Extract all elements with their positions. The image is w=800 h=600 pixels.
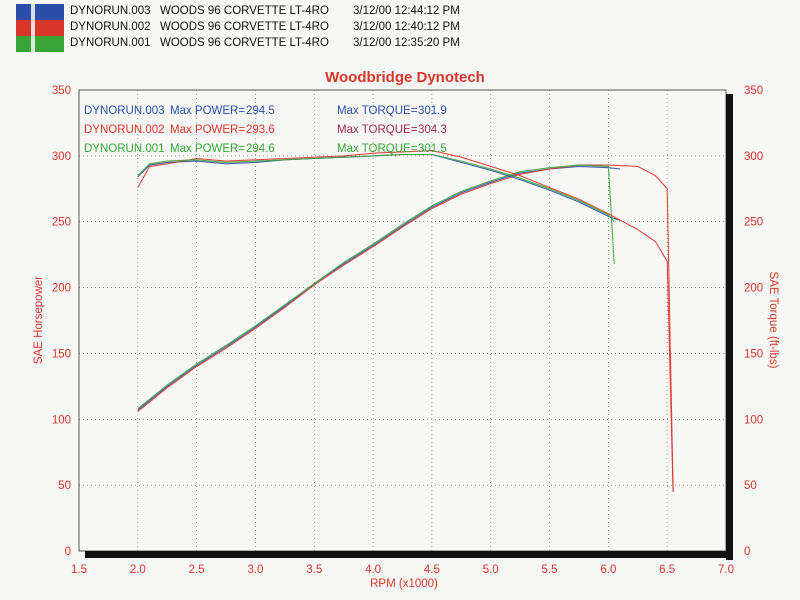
x-tick-label: 2.0	[130, 564, 146, 576]
annotation-power-label: Max POWER=	[170, 105, 245, 117]
y-tick-label-left: 150	[52, 348, 71, 360]
y-tick-label-right: 0	[744, 546, 750, 558]
annotation-torque-value: 301.9	[418, 105, 447, 117]
run-legend-header: DYNORUN.003 WOODS 96 CORVETTE LT-4RO 3/1…	[8, 4, 568, 52]
x-tick-label: 4.0	[365, 564, 381, 576]
tick-labels: 1.5 2.0 2.5 3.0 3.5 4.0 4.5 5.0 5.5 6.0 6.5 7.0 0 0 50…	[52, 85, 763, 576]
legend-row-run-001: DYNORUN.001 WOODS 96 CORVETTE LT-4RO 3/1…	[8, 36, 568, 52]
annotation-power-value: 294.6	[246, 143, 275, 155]
frame-shadow-right	[726, 94, 733, 560]
annotation-run-001: DYNORUN.001 Max POWER= 294.6 Max TORQUE=…	[84, 143, 447, 155]
y-tick-label-right: 150	[744, 348, 763, 360]
x-tick-label: 4.5	[424, 564, 440, 576]
annotation-torque-label: Max TORQUE=	[337, 124, 418, 136]
y-tick-label-right: 250	[744, 217, 763, 229]
run-id: DYNORUN.003	[70, 5, 151, 17]
y-tick-label-right: 200	[744, 283, 763, 295]
y-tick-label-left: 350	[52, 85, 71, 97]
series-line-power-dynorun-002	[137, 164, 674, 492]
y-tick-label-right: 300	[744, 151, 763, 163]
series-line-torque-dynorun-001	[137, 153, 615, 223]
run-vehicle: WOODS 96 CORVETTE LT-4RO	[160, 5, 329, 17]
run-id: DYNORUN.002	[70, 21, 151, 33]
series-layer	[137, 150, 674, 492]
annotation-torque-value: 301.5	[418, 143, 447, 155]
x-tick-label: 7.0	[718, 564, 734, 576]
y-axis-right-title: SAE Torque (ft-lbs)	[767, 272, 779, 369]
run-id: DYNORUN.001	[70, 37, 151, 49]
annotation-power-value: 293.6	[246, 124, 275, 136]
green-flag-swatch	[16, 36, 64, 52]
y-tick-label-left: 300	[52, 151, 71, 163]
x-tick-label: 5.0	[483, 564, 499, 576]
y-axis-left-title: SAE Horsepower	[33, 276, 45, 364]
y-tick-label-left: 250	[52, 217, 71, 229]
x-tick-label: 1.5	[71, 564, 87, 576]
annotation-power-value: 294.5	[246, 105, 275, 117]
y-tick-label-left: 50	[58, 480, 71, 492]
legend-row-run-003: DYNORUN.003 WOODS 96 CORVETTE LT-4RO 3/1…	[8, 4, 568, 20]
series-line-power-dynorun-001	[137, 164, 615, 410]
x-tick-label: 2.5	[189, 564, 205, 576]
run-vehicle: WOODS 96 CORVETTE LT-4RO	[160, 21, 329, 33]
frame-shadow-bottom	[85, 551, 733, 558]
x-tick-label: 3.5	[306, 564, 322, 576]
annotation-torque-value: 304.3	[418, 124, 447, 136]
run-timestamp: 3/12/00 12:35:20 PM	[353, 37, 460, 49]
series-line-power-dynorun-003	[137, 165, 621, 411]
plot-frame	[78, 89, 727, 552]
y-tick-label-right: 100	[744, 414, 763, 426]
annotation-run-002: DYNORUN.002 Max POWER= 293.6 Max TORQUE=…	[84, 124, 447, 136]
run-timestamp: 3/12/00 12:44:12 PM	[353, 5, 460, 17]
flag-divider	[31, 4, 35, 52]
annotation-torque-label: Max TORQUE=	[337, 105, 418, 117]
x-tick-label: 6.0	[600, 564, 616, 576]
x-tick-label: 3.0	[247, 564, 263, 576]
y-tick-label-left: 0	[65, 546, 71, 558]
legend-row-run-002: DYNORUN.002 WOODS 96 CORVETTE LT-4RO 3/1…	[8, 20, 568, 36]
annotation-power-label: Max POWER=	[170, 143, 245, 155]
series-line-torque-dynorun-003	[137, 153, 621, 221]
annotation-run-id: DYNORUN.003	[84, 105, 165, 117]
grid-layer	[78, 89, 727, 552]
y-tick-label-left: 100	[52, 414, 71, 426]
x-tick-label: 5.5	[542, 564, 558, 576]
y-tick-label-right: 50	[744, 480, 757, 492]
run-vehicle: WOODS 96 CORVETTE LT-4RO	[160, 37, 329, 49]
red-flag-swatch	[16, 20, 64, 36]
run-timestamp: 3/12/00 12:40:12 PM	[353, 21, 460, 33]
annotation-run-003: DYNORUN.003 Max POWER= 294.5 Max TORQUE=…	[84, 105, 447, 117]
y-tick-label-right: 350	[744, 85, 763, 97]
annotation-torque-label: Max TORQUE=	[337, 143, 418, 155]
blue-flag-swatch	[16, 4, 64, 20]
annotation-run-id: DYNORUN.001	[84, 143, 165, 155]
x-axis-title: RPM (x1000)	[370, 578, 438, 590]
x-tick-label: 6.5	[659, 564, 675, 576]
series-line-torque-dynorun-002	[137, 150, 674, 492]
annotation-run-id: DYNORUN.002	[84, 124, 165, 136]
annotation-power-label: Max POWER=	[170, 124, 245, 136]
chart-title: Woodbridge Dynotech	[325, 69, 485, 86]
y-tick-label-left: 200	[52, 283, 71, 295]
